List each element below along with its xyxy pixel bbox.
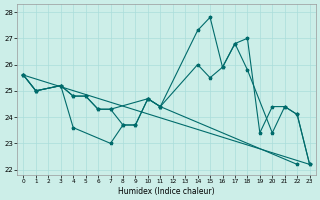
- X-axis label: Humidex (Indice chaleur): Humidex (Indice chaleur): [118, 187, 215, 196]
